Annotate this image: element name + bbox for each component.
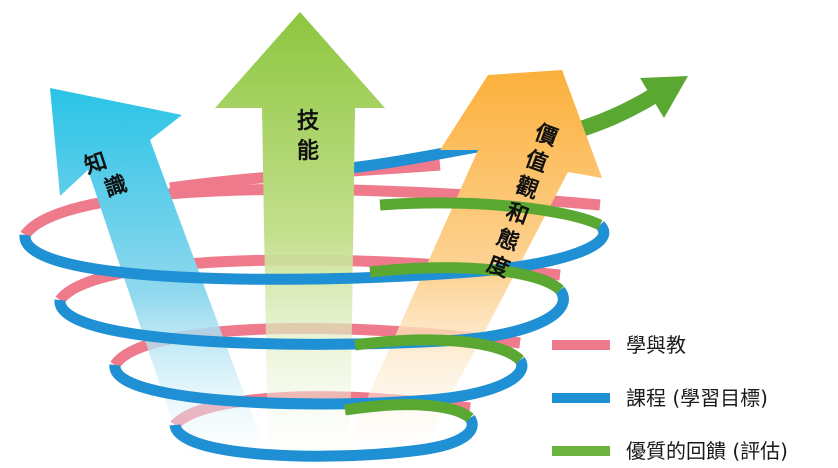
spiral-ring-green [344,399,474,423]
legend-label: 優質的回饋 (評估) [626,439,788,463]
skills-label: 技 能 [297,109,320,164]
legend-item-curriculum: 課程 (學習目標) [552,388,768,408]
legend-item-teaching: 學與教 [552,335,686,355]
spiral-ring-green [379,197,603,230]
skills-label-char: 能 [297,138,319,164]
green-arrow-head [640,76,688,118]
spiral-ring-green [354,334,524,365]
spiral-ring-front [169,414,478,462]
values-arrow [345,70,602,455]
spiral-ring-green [369,262,564,295]
legend-label: 學與教 [626,333,686,357]
spiral-front [19,197,610,462]
legend-item-feedback: 優質的回饋 (評估) [552,441,788,461]
legend-swatch-green [552,446,610,456]
spiral-ring-front [19,221,610,285]
legend-swatch-blue [552,393,610,403]
legend-label: 課程 (學習目標) [626,386,768,410]
legend-swatch-pink [552,340,610,350]
skills-label-char: 技 [297,109,320,134]
